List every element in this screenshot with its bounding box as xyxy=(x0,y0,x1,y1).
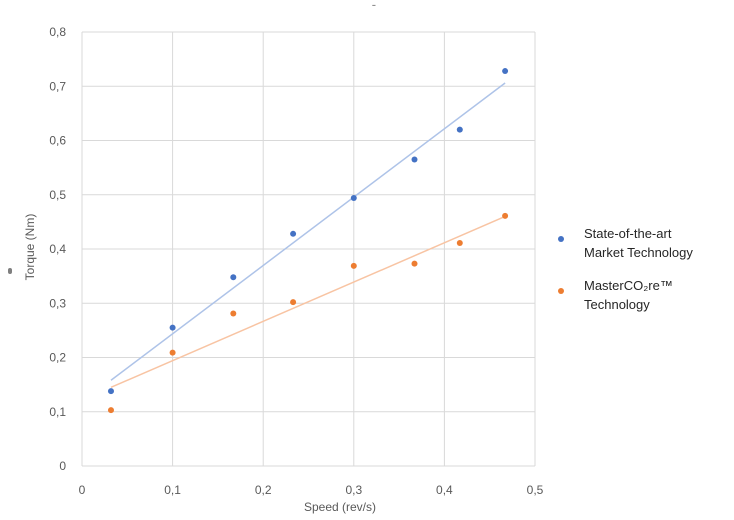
trendline-series-1 xyxy=(110,215,506,389)
legend: State-of-the-art Market Technology Maste… xyxy=(558,224,728,328)
data-point-series-1 xyxy=(456,240,463,247)
y-tick-label: 0 xyxy=(59,459,66,473)
x-tick-label: 0,1 xyxy=(164,483,181,497)
x-tick-label: 0,2 xyxy=(255,483,272,497)
data-point-series-1 xyxy=(502,212,509,219)
y-tick-label: 0,8 xyxy=(49,25,66,39)
legend-item-masterco2re: MasterCO₂re™ Technology xyxy=(558,276,728,314)
data-point-series-0 xyxy=(230,274,237,281)
data-point-series-0 xyxy=(456,126,463,133)
data-point-series-1 xyxy=(290,299,297,306)
data-point-series-0 xyxy=(350,195,357,202)
data-point-series-0 xyxy=(290,230,297,237)
data-point-series-1 xyxy=(107,407,114,414)
data-point-series-0 xyxy=(107,388,114,395)
y-tick-label: 0,3 xyxy=(49,296,66,310)
y-axis-label: Torque (Nm) xyxy=(23,213,37,281)
x-tick-label: 0 xyxy=(79,483,86,497)
chart-title: ˉ xyxy=(372,2,376,16)
y-tick-label: 0,7 xyxy=(49,79,66,93)
legend-label-line-2: Technology xyxy=(584,297,650,312)
legend-item-state-of-the-art: State-of-the-art Market Technology xyxy=(558,224,728,262)
x-axis-label: Speed (rev/s) xyxy=(303,500,377,514)
trendline-series-0 xyxy=(110,82,506,381)
y-tick-label: 0,1 xyxy=(49,405,66,419)
y-tick-label: 0,5 xyxy=(49,188,66,202)
legend-label-line-1: State-of-the-art xyxy=(584,226,672,241)
y-tick-label: 0,6 xyxy=(49,134,66,148)
x-tick-label: 0,4 xyxy=(436,483,453,497)
x-tick-label: 0,5 xyxy=(527,483,544,497)
y-tick-label: 0,2 xyxy=(49,351,66,365)
data-point-series-0 xyxy=(502,68,509,75)
y-axis-marker xyxy=(8,268,12,274)
legend-marker-masterco2re xyxy=(558,288,564,294)
data-point-series-1 xyxy=(230,310,237,317)
data-point-series-0 xyxy=(169,324,176,331)
legend-label-line-1: MasterCO₂re™ xyxy=(584,278,673,293)
data-point-series-1 xyxy=(169,349,176,356)
legend-label-line-2: Market Technology xyxy=(584,245,693,260)
legend-marker-state-of-the-art xyxy=(558,236,564,242)
data-point-series-0 xyxy=(411,156,418,163)
data-point-series-1 xyxy=(350,262,357,269)
x-tick-label: 0,3 xyxy=(345,483,362,497)
data-point-series-1 xyxy=(411,260,418,267)
y-tick-label: 0,4 xyxy=(49,242,66,256)
